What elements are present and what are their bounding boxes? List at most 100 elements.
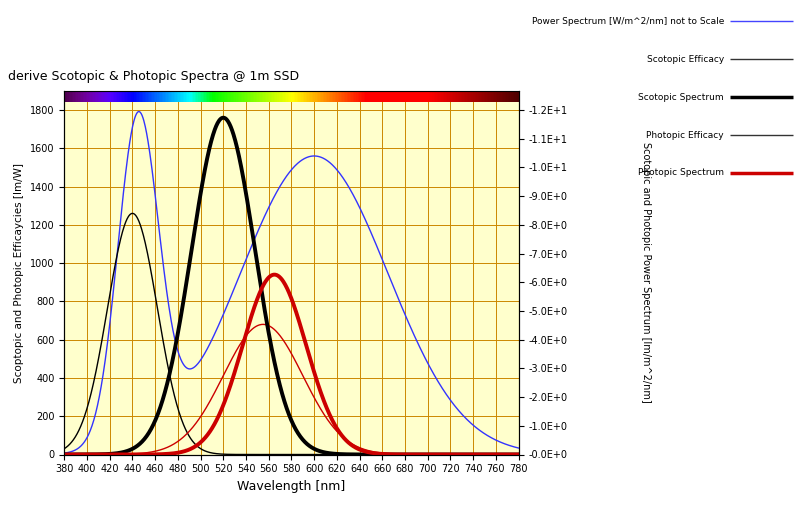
Bar xyxy=(66,91,67,103)
Bar xyxy=(255,91,257,103)
Bar xyxy=(387,91,389,103)
Bar xyxy=(457,91,459,103)
Bar xyxy=(434,91,436,103)
Bar xyxy=(73,91,75,103)
Bar xyxy=(92,91,93,103)
Bar xyxy=(85,91,87,103)
Bar xyxy=(209,91,210,103)
Bar xyxy=(79,91,81,103)
Bar xyxy=(236,91,237,103)
Bar xyxy=(264,91,266,103)
Bar xyxy=(487,91,489,103)
Bar xyxy=(243,91,245,103)
Bar xyxy=(332,91,334,103)
Bar xyxy=(395,91,397,103)
Bar xyxy=(175,91,177,103)
Bar xyxy=(377,91,378,103)
Bar xyxy=(267,91,269,103)
Bar xyxy=(148,91,149,103)
Bar xyxy=(480,91,482,103)
Bar xyxy=(433,91,434,103)
Bar xyxy=(114,91,116,103)
Bar xyxy=(348,91,349,103)
Bar xyxy=(301,91,303,103)
Bar xyxy=(446,91,448,103)
Bar xyxy=(383,91,385,103)
Bar xyxy=(415,91,416,103)
Bar xyxy=(178,91,180,103)
Bar xyxy=(172,91,173,103)
Bar xyxy=(477,91,479,103)
Bar xyxy=(161,91,163,103)
Bar xyxy=(373,91,375,103)
Bar xyxy=(504,91,506,103)
Bar xyxy=(222,91,223,103)
Bar xyxy=(149,91,151,103)
Bar xyxy=(360,91,361,103)
Bar xyxy=(346,91,348,103)
Bar xyxy=(283,91,284,103)
Bar xyxy=(281,91,283,103)
Bar xyxy=(233,91,234,103)
Bar xyxy=(498,91,499,103)
Bar xyxy=(102,91,104,103)
Bar xyxy=(98,91,99,103)
Bar xyxy=(363,91,365,103)
Bar xyxy=(375,91,377,103)
Bar xyxy=(112,91,114,103)
Bar xyxy=(221,91,222,103)
Bar xyxy=(342,91,344,103)
Bar xyxy=(475,91,477,103)
Bar xyxy=(210,91,211,103)
Bar xyxy=(491,91,492,103)
Bar xyxy=(192,91,194,103)
Bar xyxy=(107,91,108,103)
Text: Photopic Spectrum: Photopic Spectrum xyxy=(638,169,724,177)
Bar xyxy=(143,91,145,103)
Bar xyxy=(218,91,219,103)
Bar xyxy=(260,91,262,103)
Bar xyxy=(319,91,320,103)
Bar xyxy=(424,91,426,103)
Bar xyxy=(418,91,419,103)
Bar xyxy=(204,91,206,103)
Bar xyxy=(336,91,337,103)
Bar xyxy=(412,91,414,103)
Bar xyxy=(436,91,438,103)
Bar xyxy=(359,91,360,103)
Bar xyxy=(470,91,471,103)
Bar xyxy=(407,91,409,103)
Bar xyxy=(151,91,153,103)
Bar xyxy=(293,91,295,103)
X-axis label: Wavelength [nm]: Wavelength [nm] xyxy=(237,480,345,493)
Bar xyxy=(368,91,369,103)
Bar xyxy=(489,91,491,103)
Bar xyxy=(180,91,181,103)
Bar xyxy=(132,91,134,103)
Bar xyxy=(501,91,503,103)
Bar xyxy=(248,91,250,103)
Bar xyxy=(211,91,213,103)
Bar xyxy=(157,91,158,103)
Bar xyxy=(439,91,441,103)
Bar xyxy=(421,91,422,103)
Bar xyxy=(163,91,165,103)
Bar xyxy=(334,91,336,103)
Text: Power Spectrum [W/m^2/nm] not to Scale: Power Spectrum [W/m^2/nm] not to Scale xyxy=(531,17,724,26)
Bar xyxy=(484,91,486,103)
Bar xyxy=(87,91,88,103)
Bar xyxy=(78,91,79,103)
Bar xyxy=(492,91,494,103)
Bar xyxy=(371,91,373,103)
Bar xyxy=(361,91,363,103)
Bar xyxy=(160,91,161,103)
Bar xyxy=(99,91,100,103)
Bar xyxy=(289,91,291,103)
Bar xyxy=(167,91,169,103)
Bar xyxy=(278,91,279,103)
Bar xyxy=(237,91,238,103)
Bar xyxy=(307,91,308,103)
Bar xyxy=(426,91,427,103)
Bar xyxy=(416,91,418,103)
Bar xyxy=(327,91,328,103)
